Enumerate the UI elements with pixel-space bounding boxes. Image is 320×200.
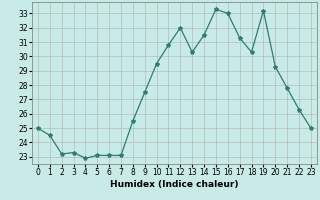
- X-axis label: Humidex (Indice chaleur): Humidex (Indice chaleur): [110, 180, 239, 189]
